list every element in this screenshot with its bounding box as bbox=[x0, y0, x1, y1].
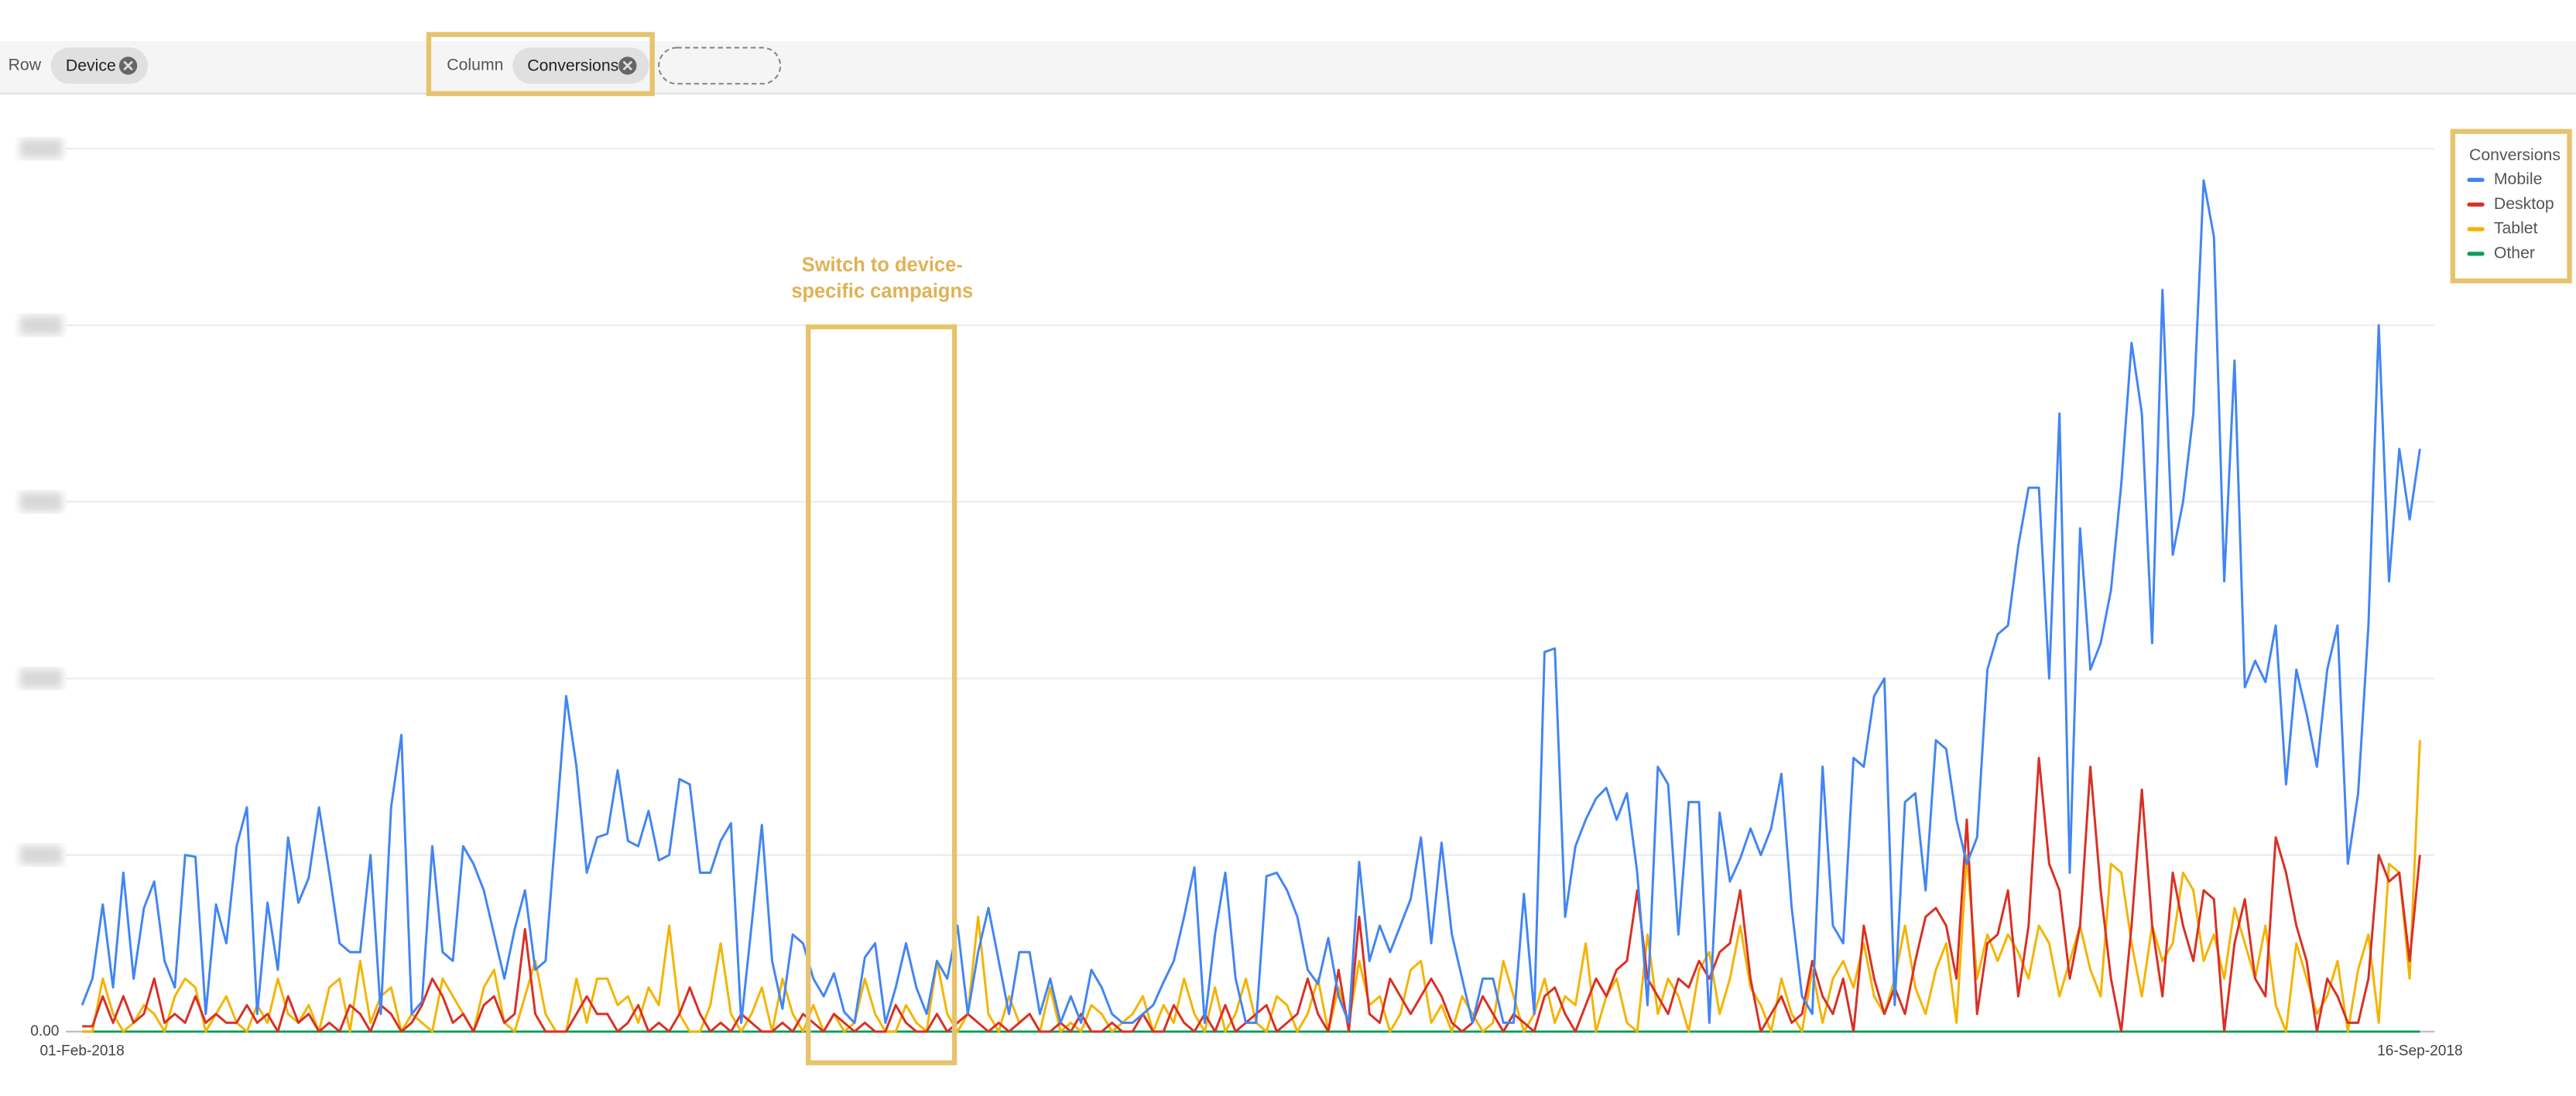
legend-label: Tablet bbox=[2494, 220, 2538, 238]
column-highlight bbox=[426, 32, 655, 97]
series-line bbox=[80, 179, 2421, 1024]
x-tick-label: 16-Sep-2018 bbox=[2377, 1043, 2462, 1059]
y-tick-label-redacted bbox=[19, 491, 63, 512]
series-line bbox=[82, 756, 2421, 1033]
y-tick-label-redacted bbox=[19, 844, 63, 865]
column-chip-text: Conversions bbox=[527, 57, 618, 75]
series-line bbox=[82, 740, 2421, 1033]
column-label: Column bbox=[447, 57, 503, 74]
y-tick-label: 0.00 bbox=[30, 1023, 59, 1039]
column-chip[interactable] bbox=[512, 47, 649, 84]
column-chip-remove[interactable] bbox=[618, 57, 637, 75]
plot: 0.00 01-Feb-2018 16-Sep-2018 bbox=[19, 139, 2463, 1059]
annotation: specific campaigns bbox=[791, 280, 973, 302]
y-tick-label-redacted bbox=[19, 668, 63, 689]
legend-label: Other bbox=[2494, 245, 2535, 262]
y-tick-label-redacted bbox=[19, 139, 63, 159]
y-tick-label-redacted bbox=[19, 315, 63, 335]
row-chip[interactable] bbox=[50, 47, 149, 84]
legend-label: Desktop bbox=[2494, 195, 2554, 213]
legend-title: Conversions bbox=[2469, 146, 2561, 164]
row-label: Row bbox=[9, 57, 42, 74]
toolbar bbox=[0, 41, 2576, 94]
x-tick-label: 01-Feb-2018 bbox=[39, 1043, 124, 1059]
annotation: Switch to device- bbox=[802, 255, 963, 276]
row-chip-remove[interactable] bbox=[118, 57, 138, 75]
row-chip-text: Device bbox=[66, 57, 116, 75]
drop-zone[interactable] bbox=[658, 46, 782, 85]
annotation-box bbox=[806, 324, 957, 1066]
legend-box bbox=[2450, 128, 2572, 284]
legend-label: Mobile bbox=[2494, 170, 2543, 188]
